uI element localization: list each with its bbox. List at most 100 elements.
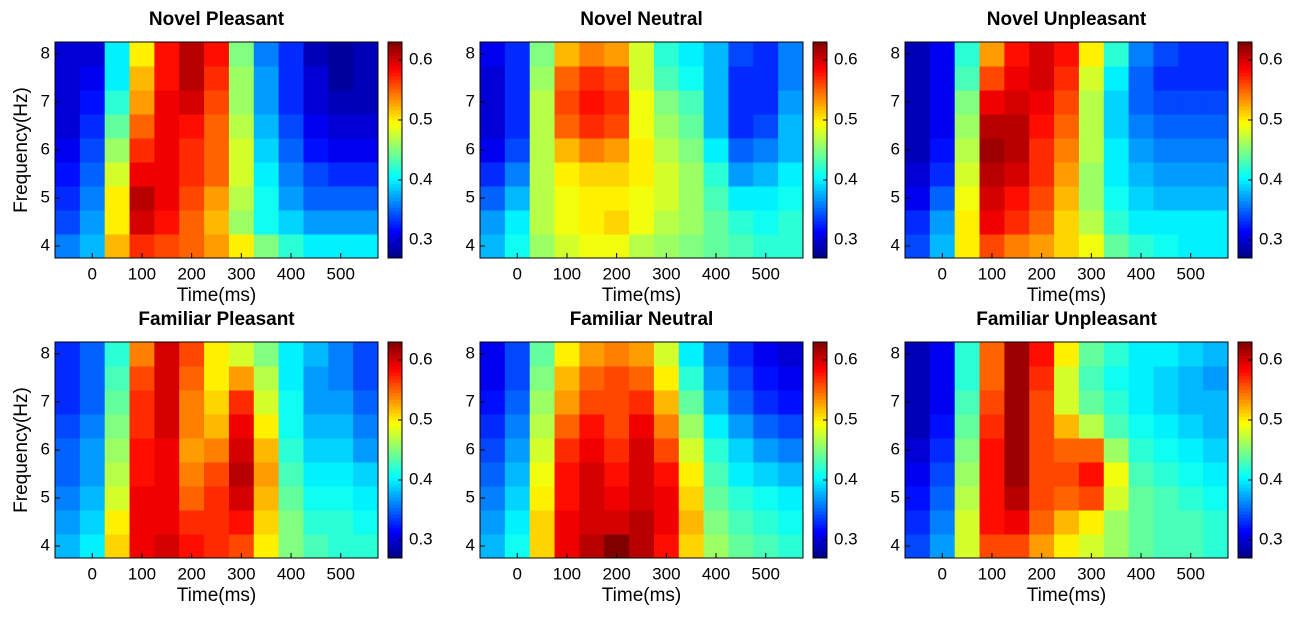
heat-cell	[253, 390, 280, 415]
heat-cell	[554, 138, 580, 163]
heat-cell	[1054, 162, 1080, 187]
heat-cell	[929, 438, 956, 463]
heat-cell	[529, 510, 556, 535]
colorbar-segment	[1238, 82, 1252, 87]
colorbar-segment	[388, 510, 402, 515]
colorbar-segment	[388, 247, 402, 252]
colorbar-segment	[388, 224, 402, 229]
heat-cell	[1203, 42, 1229, 67]
colorbar-segment	[388, 412, 402, 417]
heat-cell	[1004, 438, 1030, 463]
heat-cell	[1203, 114, 1229, 139]
colorbar-segment	[388, 358, 402, 363]
colorbar-segment	[813, 75, 827, 80]
heat-cell	[529, 66, 556, 91]
x-axis-label: Time(ms)	[177, 285, 257, 306]
heat-cell	[253, 438, 280, 463]
colorbar-segment	[813, 504, 827, 508]
heat-cell	[278, 438, 304, 463]
heat-cell	[129, 186, 155, 211]
colorbar-segment	[388, 69, 402, 73]
colorbar-segment	[1238, 197, 1252, 202]
heat-cell	[954, 138, 981, 163]
colorbar-segment	[388, 544, 402, 549]
heat-cell	[1128, 414, 1154, 439]
heat-cell	[1203, 210, 1229, 235]
colorbar-segment	[813, 439, 827, 444]
x-tick-label: 500	[327, 564, 355, 583]
y-tick-label: 6	[41, 439, 50, 458]
colorbar-segment	[1238, 58, 1252, 63]
heat-cell	[480, 114, 506, 139]
heat-cell	[979, 42, 1005, 67]
colorbar-segment	[388, 244, 402, 249]
heat-cell	[504, 186, 531, 211]
heat-cell	[353, 462, 379, 487]
heat-cell	[653, 390, 680, 415]
colorbar-segment	[1238, 85, 1252, 90]
colorbar-segment	[1238, 200, 1252, 205]
heat-cell	[154, 66, 180, 91]
colorbar-segment	[388, 62, 402, 67]
colorbar-segment	[813, 483, 827, 488]
heat-cell	[79, 510, 106, 535]
heat-cell	[554, 210, 580, 235]
colorbar-segment	[388, 399, 402, 404]
heat-cell	[653, 342, 680, 367]
colorbar-segment	[1238, 112, 1252, 117]
heat-cell	[204, 210, 230, 235]
heat-cell	[1029, 90, 1055, 115]
colorbar-segment	[1238, 372, 1252, 377]
heat-cell	[1029, 66, 1055, 91]
heat-cell	[179, 390, 205, 415]
colorbar-segment	[388, 72, 402, 77]
colorbar-segment	[1238, 460, 1252, 464]
colorbar-segment	[813, 531, 827, 535]
colorbar-segment	[813, 42, 827, 46]
colorbar-segment	[388, 355, 402, 360]
heat-cell	[629, 90, 655, 115]
x-tick-label: 200	[1027, 264, 1055, 283]
colorbar-segment	[388, 197, 402, 202]
heat-cell	[303, 462, 329, 487]
x-axis-label: Time(ms)	[177, 585, 257, 606]
heat-cell	[129, 66, 155, 91]
heat-cell	[154, 234, 180, 259]
colorbar-segment	[813, 477, 827, 481]
heat-cell	[753, 186, 779, 211]
heat-cell	[653, 462, 680, 487]
heat-cell	[504, 438, 531, 463]
colorbar-segment	[1238, 551, 1252, 556]
colorbar-segment	[388, 466, 402, 471]
heat-cell	[480, 66, 506, 91]
x-tick-label: 500	[1177, 264, 1205, 283]
heat-cell	[604, 210, 630, 235]
colorbar-segment	[813, 352, 827, 356]
heat-cell	[1103, 390, 1130, 415]
y-tick-label: 4	[466, 235, 475, 254]
heat-cell	[629, 534, 655, 559]
x-axis-label: Time(ms)	[602, 285, 682, 306]
colorbar-segment	[1238, 345, 1252, 350]
colorbar-segment	[388, 483, 402, 488]
heat-cell	[1103, 510, 1130, 535]
heat-cell	[504, 90, 531, 115]
heat-cell	[504, 342, 531, 367]
colorbar-segment	[813, 55, 827, 60]
heat-cell	[204, 90, 230, 115]
colorbar-tick-label: 0.4	[834, 169, 858, 188]
heat-cell	[778, 210, 804, 235]
heat-cell	[104, 210, 131, 235]
heat-cell	[1054, 390, 1080, 415]
colorbar-segment	[1238, 463, 1252, 468]
y-tick-label: 8	[466, 343, 475, 362]
heat-cell	[1054, 42, 1080, 67]
heat-cell	[579, 66, 605, 91]
colorbar-segment	[813, 470, 827, 475]
colorbar-segment	[813, 65, 827, 70]
heat-cell	[703, 186, 729, 211]
colorbar-segment	[813, 143, 827, 148]
heat-cell	[1029, 390, 1055, 415]
heat-cell	[1128, 42, 1154, 67]
colorbar-segment	[1238, 385, 1252, 390]
